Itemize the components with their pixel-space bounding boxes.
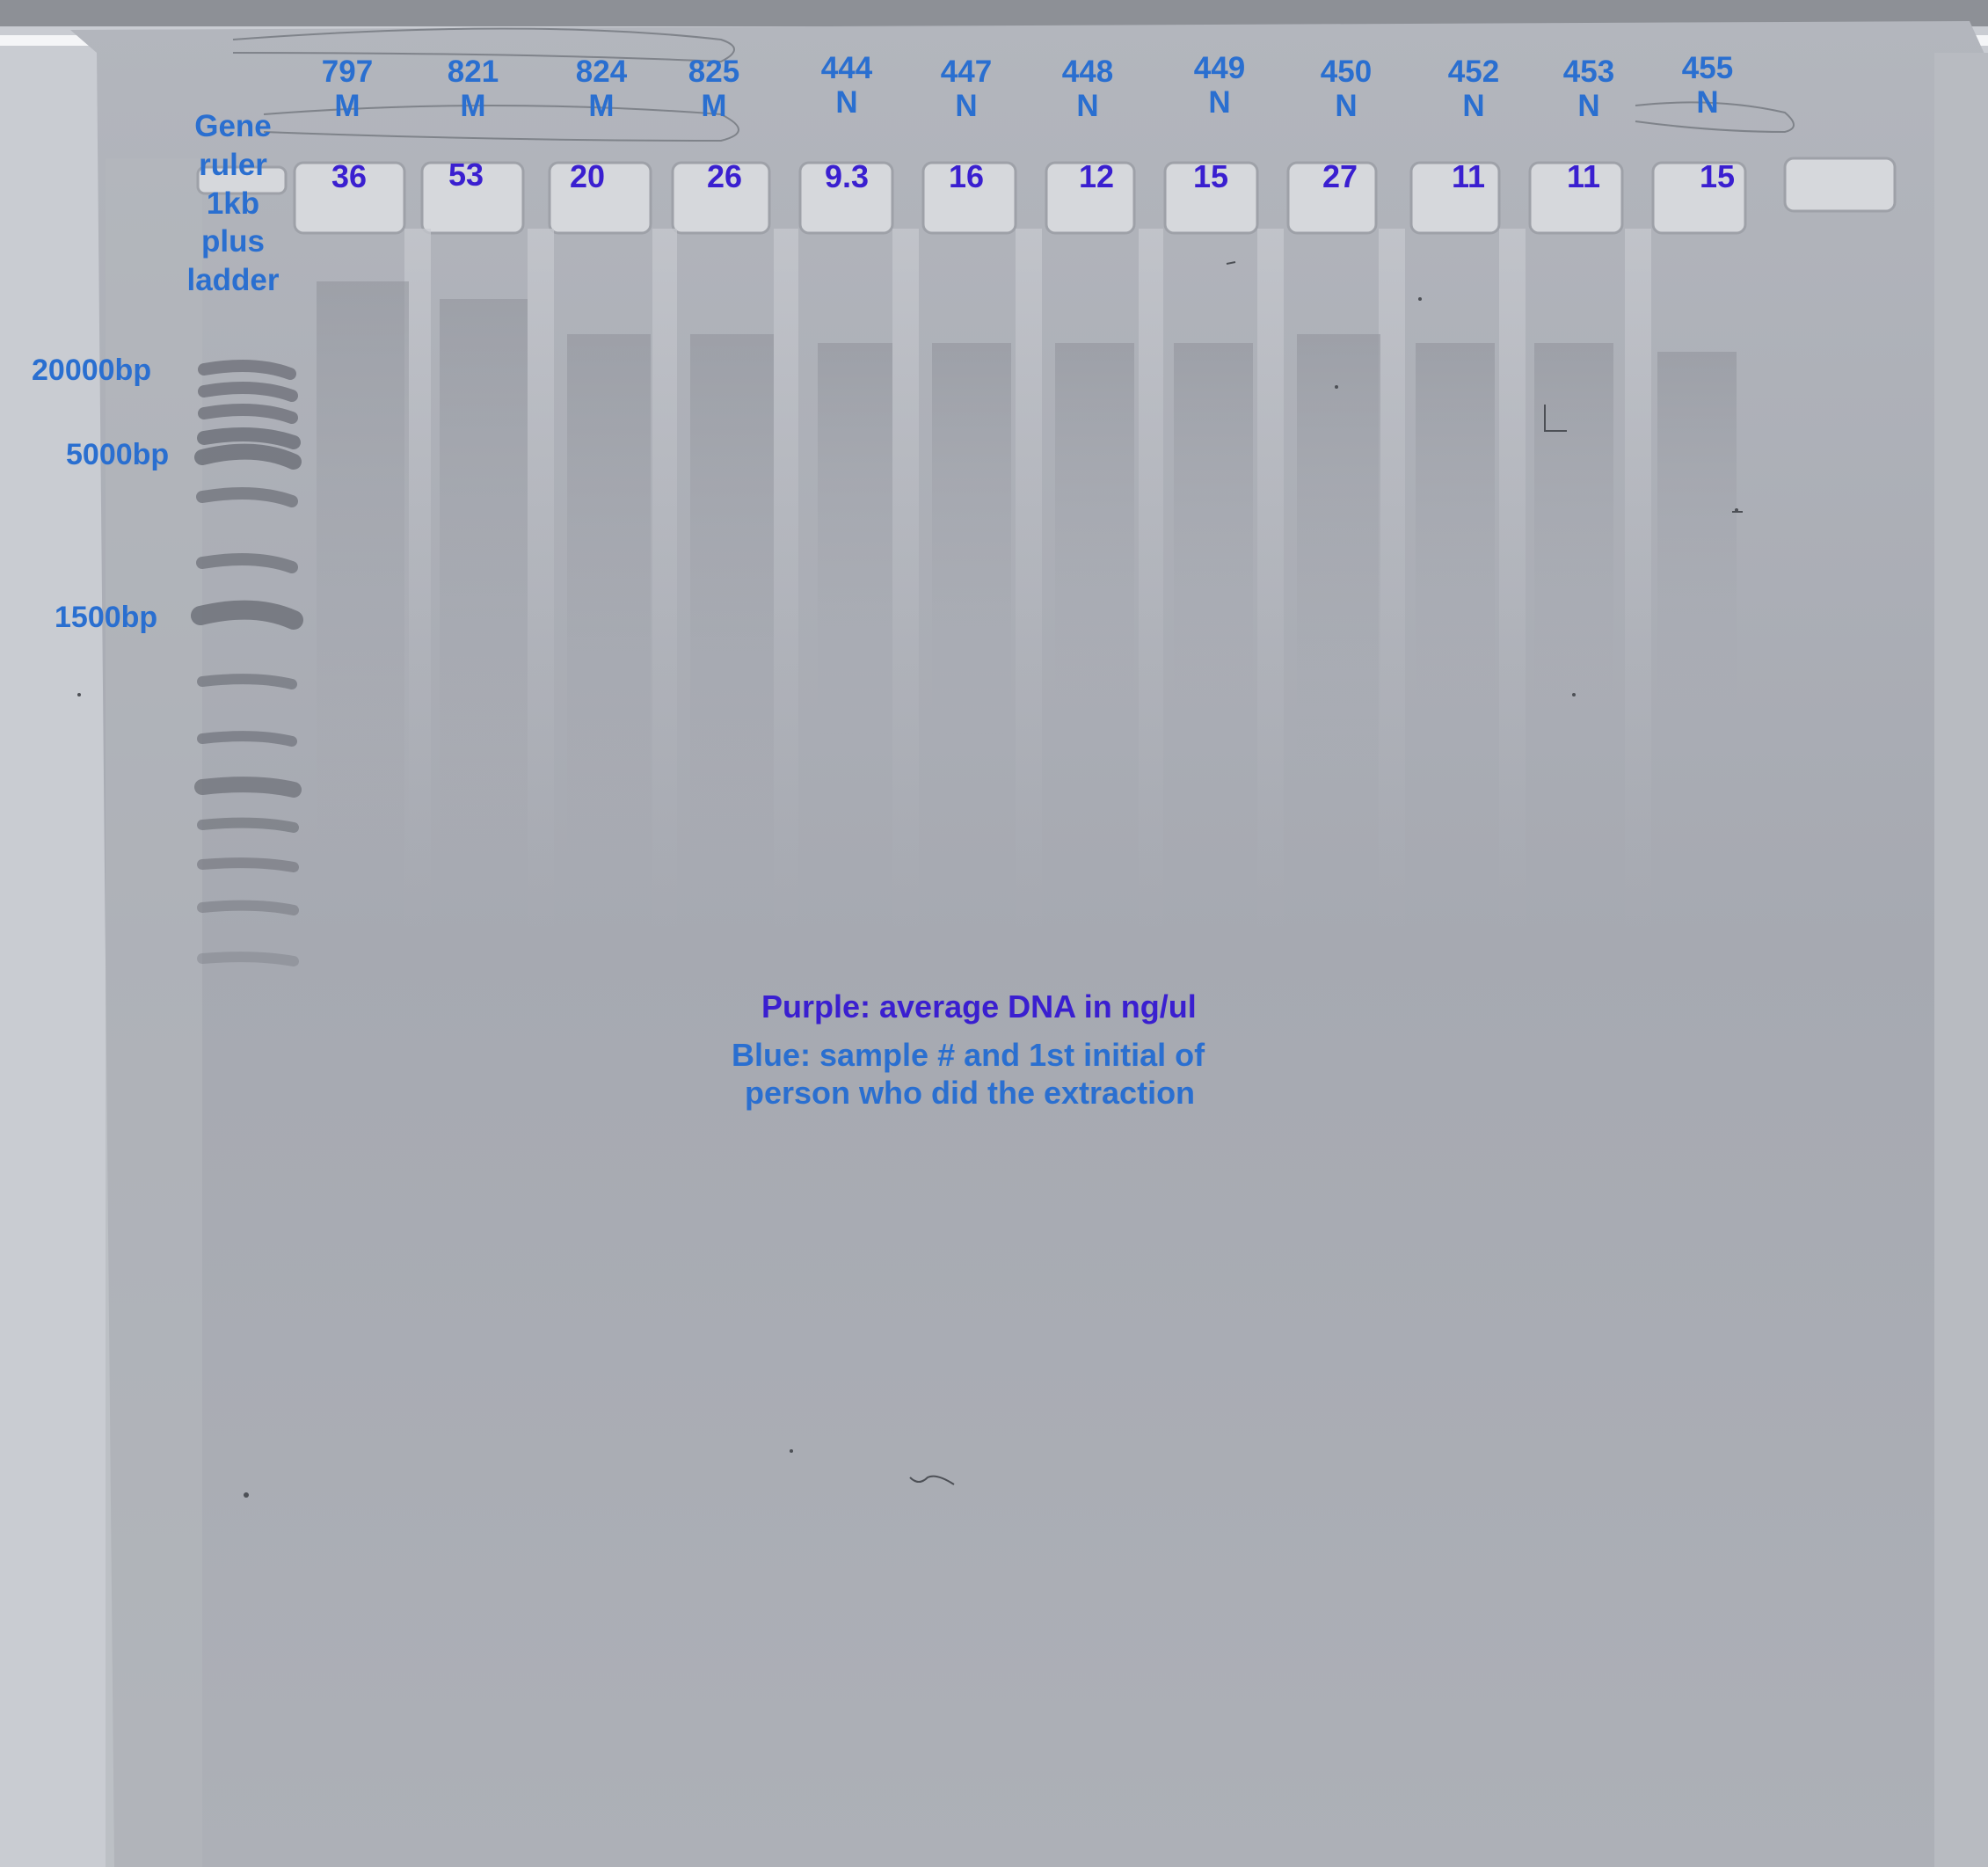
lane-sample-number: 797 — [321, 55, 374, 89]
lane-dna-concentration: 12 — [1078, 158, 1115, 194]
lane-sample-number: 825 — [688, 55, 740, 89]
lane-dna-concentration: 20 — [569, 158, 606, 194]
lane-initial: N — [1208, 85, 1231, 120]
legend-blue-line1: Blue: sample # and 1st initial of — [732, 1037, 1205, 1073]
lane-sample-number: 821 — [447, 55, 499, 89]
lane-sample-number: 452 — [1447, 55, 1500, 89]
ladder-title-line: ruler — [199, 147, 267, 182]
lane-label: 453 N — [1536, 55, 1642, 123]
marker-label: 20000bp — [32, 354, 152, 387]
lane-sample-number: 448 — [1061, 55, 1114, 89]
lane-label: 821 M — [420, 55, 526, 123]
lane-dna-concentration: 36 — [331, 158, 368, 194]
legend-purple: Purple: average DNA in ng/ul — [761, 988, 1197, 1025]
lane-label: 449 N — [1167, 51, 1272, 120]
lane-label: 824 M — [549, 55, 654, 123]
lane-dna-concentration: 11 — [1566, 158, 1601, 194]
lane-sample-number: 453 — [1562, 55, 1615, 89]
lane-initial: M — [701, 89, 727, 124]
legend-blue-line2: person who did the extraction — [745, 1075, 1196, 1111]
lane-initial: N — [1335, 89, 1358, 124]
marker-label: 1500bp — [55, 601, 158, 634]
lane-initial: N — [1696, 85, 1719, 120]
ladder-title-line: ladder — [186, 263, 280, 297]
lane-sample-number: 444 — [820, 51, 873, 85]
ladder-title-line: 1kb — [206, 186, 260, 221]
lane-initial: N — [1577, 89, 1600, 124]
lane-initial: M — [334, 89, 360, 124]
lane-initial: N — [835, 85, 858, 120]
lane-label: 448 N — [1035, 55, 1140, 123]
lane-dna-concentration: 26 — [706, 158, 743, 194]
lane-dna-concentration: 27 — [1322, 158, 1358, 194]
lane-initial: M — [460, 89, 486, 124]
lane-label: 450 N — [1293, 55, 1399, 123]
lane-label: 797 M — [295, 55, 400, 123]
ladder-title: Gene ruler 1kb plus ladder — [158, 107, 308, 300]
ladder-title-line: plus — [201, 224, 265, 259]
lane-initial: N — [1462, 89, 1485, 124]
lane-initial: M — [588, 89, 615, 124]
lane-sample-number: 447 — [940, 55, 993, 89]
lane-initial: N — [955, 89, 978, 124]
lane-dna-concentration: 11 — [1451, 158, 1486, 194]
lane-label: 447 N — [914, 55, 1019, 123]
lane-dna-concentration: 9.3 — [824, 158, 870, 194]
lane-dna-concentration: 16 — [948, 158, 985, 194]
lane-dna-concentration: 15 — [1699, 158, 1736, 194]
ladder-title-line: Gene — [194, 109, 272, 143]
lane-dna-concentration: 15 — [1192, 158, 1229, 194]
marker-label: 5000bp — [66, 438, 170, 471]
lane-label: 455 N — [1655, 51, 1760, 120]
lane-sample-number: 449 — [1193, 51, 1246, 85]
lane-label: 452 N — [1421, 55, 1526, 123]
lane-label: 444 N — [794, 51, 899, 120]
lane-label: 825 M — [661, 55, 767, 123]
lane-sample-number: 450 — [1320, 55, 1373, 89]
lane-initial: N — [1076, 89, 1099, 124]
lane-sample-number: 455 — [1681, 51, 1734, 85]
lane-dna-concentration: 53 — [448, 157, 484, 193]
lane-sample-number: 824 — [575, 55, 628, 89]
